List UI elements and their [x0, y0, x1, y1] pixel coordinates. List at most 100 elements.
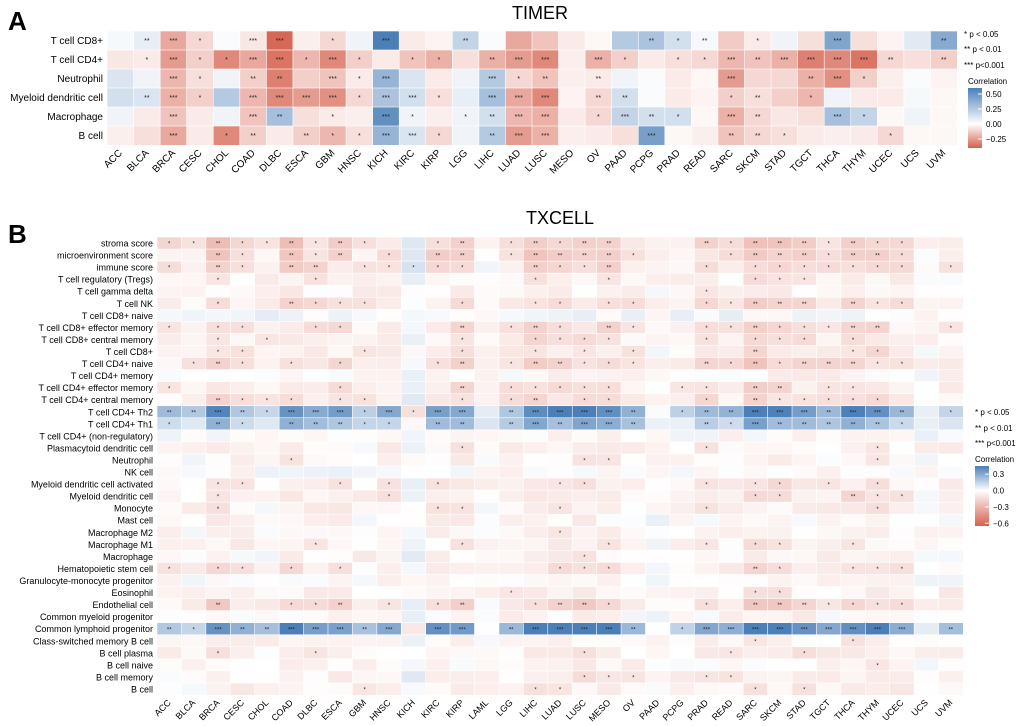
heatmap-cell-t-cell-cd4-non-regulatory-lihc — [523, 429, 549, 443]
heatmap-cell-t-cell-cd8-dlbc — [303, 345, 329, 359]
column-label: KICH — [366, 148, 391, 173]
significance-star: * — [950, 326, 953, 332]
significance-star: * — [559, 688, 562, 694]
heatmap-cell-b-cell-naive-kirp — [449, 658, 476, 672]
heatmap-cell-hematopoietic-stem-cell-kirp — [449, 562, 476, 576]
heatmap-cell-hematopoietic-stem-cell-hnsc — [376, 562, 402, 576]
heatmap-cell-t-cell-gamma-delta-esca — [327, 284, 353, 298]
heatmap-cell-neutrophil-pcpg — [637, 68, 666, 89]
heatmap-cell-neutrophil-read — [691, 68, 719, 89]
significance-star: *** — [386, 627, 394, 633]
heatmap-cell-t-cell-cd8-naive-cesc — [229, 309, 256, 322]
heatmap-cell-macrophage-chol — [212, 106, 241, 127]
heatmap-cell-t-cell-nk-ucs — [913, 296, 940, 310]
heatmap-cell-myeloid-dendritic-cell-activated-laml — [474, 477, 500, 491]
heatmap-cell-myeloid-dendritic-cell-pcpg — [669, 489, 695, 503]
chart-title-timer: TIMER — [512, 3, 568, 23]
heatmap-cell-nk-cell-uvm — [938, 465, 964, 479]
heatmap-cell-t-cell-cd8-effector-memory-ucs — [913, 321, 940, 335]
heatmap-cell-t-cell-cd4-meso — [558, 49, 586, 70]
significance-star: ** — [216, 242, 221, 248]
significance-star: * — [559, 266, 562, 272]
heatmap-cell-t-cell-cd8-central-memory-esca — [327, 333, 353, 347]
colorbar-tick-label: 0.3 — [993, 470, 1005, 479]
heatmap-cell-macrophage-m2-gbm — [352, 525, 378, 539]
heatmap-cell-monocyte-ucec — [889, 501, 915, 515]
significance-star: * — [217, 278, 220, 284]
heatmap-cell-eosinophil-pcpg — [669, 586, 695, 600]
significance-star: * — [437, 603, 440, 609]
heatmap-cell-t-cell-cd4-memory-stad — [791, 369, 818, 383]
heatmap-cell-granulocyte-monocyte-progenitor-lihc — [523, 574, 549, 588]
significance-star: * — [876, 398, 879, 404]
heatmap-cell-neutrophil-luad — [547, 453, 573, 467]
heatmap-cell-t-cell-cd8-ucec — [889, 345, 915, 359]
heatmap-cell-t-cell-cd8-central-memory-coad — [278, 333, 305, 347]
heatmap-cell-mast-cell-dlbc — [303, 513, 329, 527]
significance-star: * — [363, 266, 366, 272]
heatmap-cell-t-cell-regulatory-tregs-coad — [278, 272, 305, 286]
heatmap-cell-b-cell-kirp — [449, 682, 476, 696]
heatmap-cell-mast-cell-cesc — [229, 513, 256, 527]
heatmap-cell-b-cell-cesc — [186, 125, 214, 146]
heatmap-cell-b-cell-plasma-meso — [596, 646, 622, 660]
significance-star: ** — [489, 57, 495, 64]
colorbar-b — [975, 466, 989, 526]
significance-star: *** — [532, 410, 540, 416]
significance-star: * — [388, 483, 391, 489]
heatmap-cell-t-cell-cd8-luad — [505, 30, 533, 51]
heatmap-cell-t-cell-cd8-kich — [400, 345, 427, 359]
heatmap-cell-t-cell-cd4-effector-memory-ov — [620, 381, 647, 395]
significance-star: * — [461, 447, 464, 453]
significance-star: * — [901, 495, 904, 501]
heatmap-cell-myeloid-dendritic-cell-activated-ucs — [913, 477, 940, 491]
heatmap-cell-macrophage-m1-hnsc — [376, 538, 402, 551]
heatmap-cell-t-cell-cd4-naive-laml — [474, 357, 500, 371]
heatmap-cell-t-cell-cd4-memory-skcm — [767, 369, 793, 383]
significance-star: ** — [533, 254, 538, 260]
significance-star: ** — [313, 266, 318, 272]
heatmap-cell-eosinophil-acc — [156, 586, 183, 600]
row-label: T cell CD4+ — [51, 55, 103, 66]
heatmap-cell-macrophage-m1-lusc — [571, 538, 598, 551]
heatmap-cell-t-cell-cd4-kich — [372, 49, 400, 70]
heatmap-cell-t-cell-cd8-naive-brca — [205, 309, 231, 322]
heatmap-cell-granulocyte-monocyte-progenitor-lusc — [571, 574, 598, 588]
significance-star: * — [411, 114, 414, 121]
row-label: T cell CD8+ effector memory — [39, 323, 154, 333]
heatmap-cell-b-cell-memory-brca — [205, 670, 231, 684]
significance-star: * — [950, 410, 953, 416]
significance-star: * — [803, 338, 806, 344]
heatmap-cell-mast-cell-kich — [400, 513, 427, 527]
heatmap-cell-t-cell-gamma-delta-ov — [620, 284, 647, 298]
significance-star: *** — [801, 627, 809, 633]
heatmap-cell-macrophage-kirp — [449, 550, 476, 564]
heatmap-cell-t-cell-cd8-pcpg — [669, 345, 695, 359]
heatmap-cell-nk-cell-prad — [694, 465, 720, 479]
significance-star: * — [339, 386, 342, 392]
heatmap-cell-t-cell-regulatory-tregs-hnsc — [376, 272, 402, 286]
heatmap-cell-t-cell-cd8-central-memory-ucs — [913, 333, 940, 347]
column-label: READ — [710, 697, 735, 722]
heatmap-cell-b-cell-plasma-tgct — [816, 646, 842, 660]
heatmap-cell-neutrophil-prad — [664, 68, 692, 89]
heatmap-cell-mast-cell-ucec — [889, 513, 915, 527]
significance-star: * — [779, 567, 782, 573]
significance-star: * — [852, 543, 855, 549]
heatmap-cell-macrophage-m1-blca — [181, 538, 207, 551]
significance-star: * — [559, 242, 562, 248]
significance-star: ** — [289, 266, 294, 272]
significance-star: * — [863, 114, 866, 121]
heatmap-cell-mast-cell-read — [718, 513, 744, 527]
heatmap-cell-hematopoietic-stem-cell-stad — [791, 562, 818, 576]
row-label: NK cell — [124, 468, 153, 478]
significance-star: * — [730, 676, 733, 682]
heatmap-cell-plasmacytoid-dendritic-cell-laml — [474, 441, 500, 455]
significance-star: * — [241, 242, 244, 248]
colorbar-a — [968, 88, 982, 148]
significance-star: *** — [752, 410, 760, 416]
heatmap-cell-t-cell-cd4-non-regulatory-hnsc — [376, 429, 402, 443]
heatmap-cell-t-cell-regulatory-tregs-cesc — [229, 272, 256, 286]
heatmap-cell-myeloid-dendritic-cell-luad — [547, 489, 573, 503]
heatmap-cell-common-myeloid-progenitor-kirc — [425, 610, 451, 624]
